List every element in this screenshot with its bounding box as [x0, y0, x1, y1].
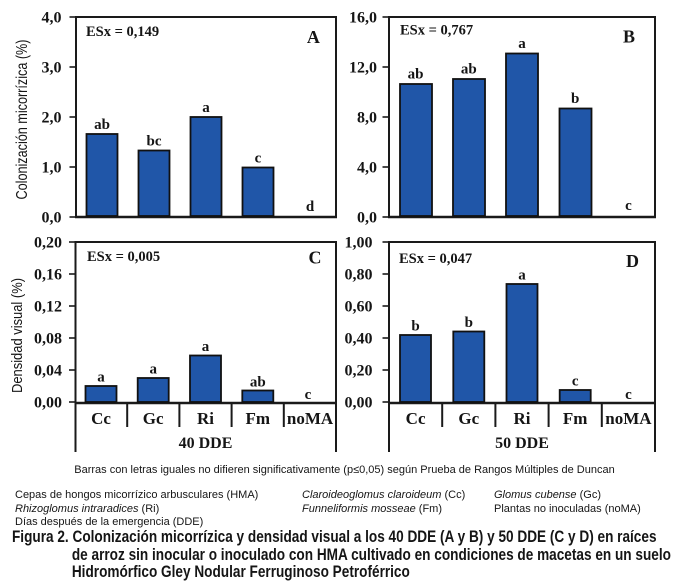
- svg-text:ab: ab: [94, 117, 110, 133]
- svg-text:12,0: 12,0: [349, 60, 377, 77]
- svg-text:1,0: 1,0: [42, 160, 62, 177]
- svg-text:a: a: [518, 268, 526, 284]
- svg-text:Gc: Gc: [143, 409, 164, 428]
- svg-text:Fm: Fm: [246, 409, 271, 428]
- svg-text:ab: ab: [250, 375, 266, 391]
- svg-text:Densidad visual (%): Densidad visual (%): [9, 278, 26, 393]
- svg-text:c: c: [625, 198, 632, 214]
- svg-text:a: a: [518, 36, 526, 52]
- svg-text:0,04: 0,04: [34, 363, 62, 380]
- svg-text:2,0: 2,0: [42, 110, 62, 127]
- svg-text:4,0: 4,0: [42, 10, 62, 27]
- svg-text:0,0: 0,0: [42, 210, 62, 227]
- svg-text:40 DDE: 40 DDE: [179, 435, 233, 452]
- svg-text:0,00: 0,00: [345, 395, 373, 412]
- svg-text:0,12: 0,12: [34, 299, 62, 316]
- svg-text:0,80: 0,80: [345, 267, 373, 284]
- svg-text:b: b: [571, 91, 579, 107]
- svg-text:d: d: [306, 199, 315, 215]
- svg-text:a: a: [202, 100, 210, 116]
- svg-text:Colonización micorrízica (%): Colonización micorrízica (%): [14, 40, 31, 200]
- svg-text:Gc: Gc: [458, 409, 479, 428]
- svg-text:Cc: Cc: [91, 409, 111, 428]
- svg-text:D: D: [626, 251, 639, 271]
- svg-text:noMA: noMA: [605, 409, 652, 428]
- svg-text:c: c: [572, 374, 579, 390]
- svg-text:16,0: 16,0: [349, 10, 377, 27]
- svg-text:noMA: noMA: [287, 409, 334, 428]
- svg-text:bc: bc: [147, 134, 162, 150]
- svg-text:ab: ab: [408, 67, 424, 83]
- svg-text:0,60: 0,60: [345, 299, 373, 316]
- svg-text:Cc: Cc: [406, 409, 426, 428]
- svg-text:Ri: Ri: [197, 409, 214, 428]
- svg-text:Fm: Fm: [563, 409, 588, 428]
- svg-text:1,00: 1,00: [345, 235, 373, 252]
- svg-text:ESx = 0,047: ESx = 0,047: [399, 251, 472, 267]
- svg-text:50 DDE: 50 DDE: [495, 435, 549, 452]
- svg-text:0,40: 0,40: [345, 331, 373, 348]
- svg-text:0,20: 0,20: [34, 235, 62, 252]
- svg-text:0,08: 0,08: [34, 331, 62, 348]
- svg-text:3,0: 3,0: [42, 60, 62, 77]
- svg-text:0,20: 0,20: [345, 363, 373, 380]
- svg-text:C: C: [309, 248, 322, 268]
- svg-text:c: c: [305, 387, 312, 403]
- svg-text:4,0: 4,0: [357, 160, 377, 177]
- svg-text:0,16: 0,16: [34, 267, 62, 284]
- svg-text:B: B: [623, 27, 635, 47]
- svg-text:b: b: [465, 315, 473, 331]
- svg-text:ESx = 0,149: ESx = 0,149: [86, 24, 159, 40]
- svg-text:8,0: 8,0: [357, 110, 377, 127]
- svg-text:0,00: 0,00: [34, 395, 62, 412]
- svg-text:ESx = 0,767: ESx = 0,767: [400, 23, 473, 39]
- svg-text:0,0: 0,0: [357, 210, 377, 227]
- svg-text:ab: ab: [461, 62, 477, 78]
- svg-text:ESx = 0,005: ESx = 0,005: [87, 249, 160, 265]
- svg-text:b: b: [411, 319, 419, 335]
- svg-text:c: c: [625, 387, 632, 403]
- svg-text:a: a: [202, 339, 210, 355]
- svg-text:A: A: [307, 27, 320, 47]
- svg-text:c: c: [255, 151, 262, 167]
- svg-text:a: a: [149, 362, 157, 378]
- svg-text:Ri: Ri: [514, 409, 531, 428]
- svg-text:a: a: [97, 370, 105, 386]
